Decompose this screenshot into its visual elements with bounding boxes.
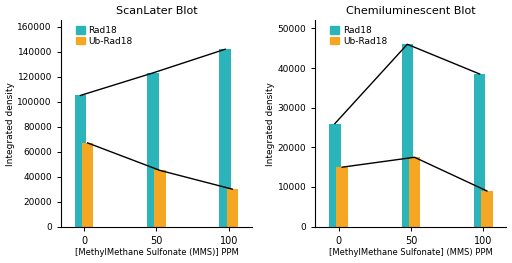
Bar bbox=[336, 167, 348, 227]
Bar bbox=[474, 74, 485, 227]
Bar bbox=[154, 170, 166, 227]
Title: ScanLater Blot: ScanLater Blot bbox=[116, 6, 197, 16]
X-axis label: [MethylMethane Sulfonate] (MMS) PPM: [MethylMethane Sulfonate] (MMS) PPM bbox=[329, 249, 493, 257]
Bar bbox=[147, 73, 159, 227]
Bar bbox=[75, 95, 86, 227]
Bar bbox=[219, 49, 231, 227]
Bar bbox=[82, 143, 93, 227]
Bar bbox=[481, 191, 493, 227]
Title: Chemiluminescent Blot: Chemiluminescent Blot bbox=[346, 6, 476, 16]
Bar bbox=[409, 157, 420, 227]
Legend: Rad18, Ub-Rad18: Rad18, Ub-Rad18 bbox=[329, 25, 388, 47]
X-axis label: [MethylMethane Sulfonate (MMS)] PPM: [MethylMethane Sulfonate (MMS)] PPM bbox=[75, 249, 238, 257]
Y-axis label: Integrated density: Integrated density bbox=[266, 82, 275, 165]
Legend: Rad18, Ub-Rad18: Rad18, Ub-Rad18 bbox=[75, 25, 134, 47]
Bar bbox=[401, 44, 413, 227]
Y-axis label: Integrated density: Integrated density bbox=[6, 82, 14, 165]
Bar bbox=[329, 124, 340, 227]
Bar bbox=[227, 189, 238, 227]
